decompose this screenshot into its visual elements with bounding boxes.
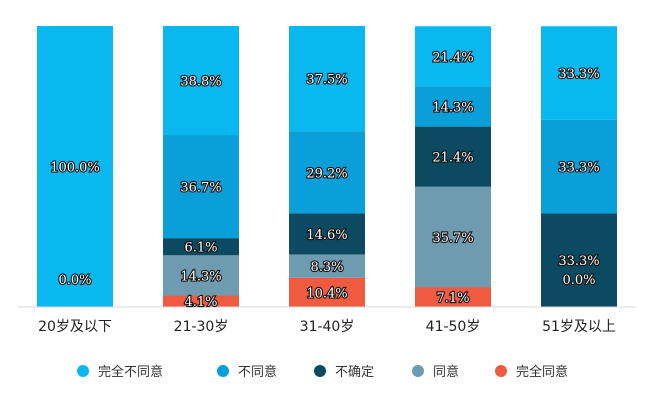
data-label: 35.7%	[432, 231, 473, 246]
bar-segment	[541, 119, 617, 214]
data-label: 14.3%	[432, 101, 473, 116]
data-label: 10.4%	[306, 286, 347, 301]
x-tick-label: 51岁及以上	[542, 319, 616, 335]
x-tick-labels-group: 20岁及以下 21-30岁 31-40岁 41-50岁 51岁及以上	[38, 319, 616, 335]
bar-segment	[289, 26, 365, 132]
bar-segment	[415, 86, 491, 127]
data-label: 6.1%	[184, 241, 217, 256]
bar-segment	[415, 287, 491, 307]
bar-segment	[415, 26, 491, 87]
bar-segment	[163, 255, 239, 296]
bar-segment	[289, 213, 365, 255]
data-label: 100.0%	[50, 161, 100, 176]
legend: 完全不同意 不同意 不确定 同意 完全同意	[77, 364, 568, 380]
bar-segment	[415, 126, 491, 187]
data-label: 7.1%	[436, 291, 469, 306]
bar-segment	[163, 295, 239, 307]
bar-segment	[289, 277, 365, 307]
bar-segment	[37, 26, 113, 307]
bar-segment	[415, 186, 491, 288]
bar-segment	[289, 254, 365, 278]
data-labels-group: 0.0% 100.0% 4.1% 14.3% 6.1% 36.7% 38.8% 10.4% 8.…	[49, 49, 601, 311]
data-label: 21.4%	[432, 50, 473, 65]
legend-label: 完全不同意	[98, 364, 163, 380]
bar-segment	[541, 26, 617, 120]
legend-marker	[77, 365, 89, 377]
bar-segment	[163, 238, 239, 256]
bar-segment	[163, 26, 239, 136]
data-label: 0.0%	[562, 273, 595, 288]
x-tick-label: 41-50岁	[426, 319, 481, 335]
bar-segment	[163, 135, 239, 239]
data-label: 8.3%	[310, 260, 343, 275]
data-label: 38.8%	[180, 75, 221, 90]
legend-label: 不确定	[335, 365, 374, 380]
data-label: 29.2%	[306, 166, 347, 181]
data-label: 37.5%	[306, 73, 347, 88]
bar-segment	[541, 213, 617, 307]
data-label: 0.0%	[58, 273, 91, 288]
data-label: 21.4%	[432, 151, 473, 166]
bars-group	[37, 26, 617, 307]
legend-marker	[412, 365, 424, 377]
legend-marker	[314, 365, 326, 377]
legend-label: 完全同意	[516, 364, 568, 380]
data-label: 33.3%	[558, 67, 599, 82]
data-label: 33.3%	[558, 161, 599, 176]
data-label: 4.1%	[184, 295, 217, 310]
x-tick-label: 31-40岁	[300, 319, 355, 335]
legend-label: 同意	[433, 364, 459, 380]
legend-label: 不同意	[238, 364, 277, 380]
data-label: 14.6%	[306, 228, 347, 243]
legend-marker	[495, 365, 507, 377]
x-tick-label: 21-30岁	[174, 319, 229, 335]
data-label: 33.3%	[558, 254, 599, 269]
bar-segment	[289, 131, 365, 214]
legend-marker	[217, 365, 229, 377]
x-tick-label: 20岁及以下	[38, 319, 112, 335]
data-label: 36.7%	[180, 181, 221, 196]
data-label: 14.3%	[180, 269, 221, 284]
